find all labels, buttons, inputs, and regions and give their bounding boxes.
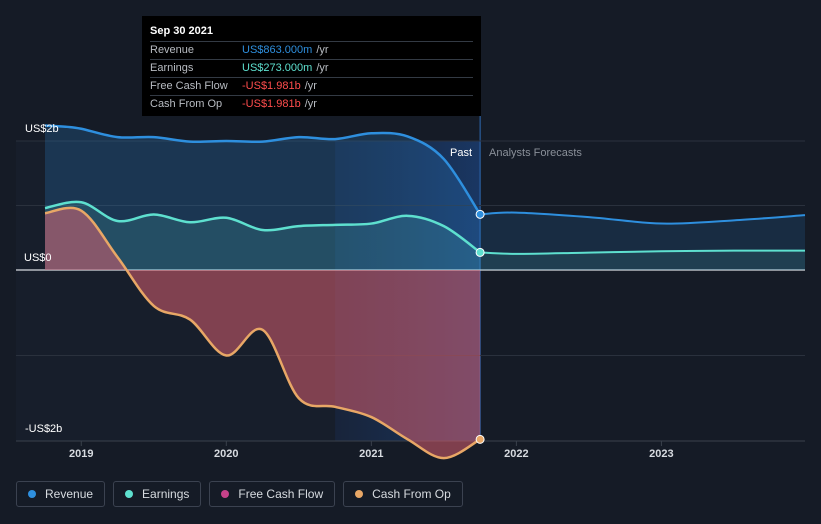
legend-dot-icon <box>355 490 364 498</box>
x-tick-label: 2019 <box>69 448 94 460</box>
tooltip-row-cash-from-op: Cash From Op -US$1.981b /yr <box>150 95 473 112</box>
tooltip-value: -US$1.981b <box>242 98 301 110</box>
x-tick-label: 2020 <box>214 448 239 460</box>
x-tick-label: 2022 <box>504 448 529 460</box>
tooltip-label: Earnings <box>150 62 194 74</box>
legend-item-earnings[interactable]: Earnings <box>113 481 202 507</box>
legend: Revenue Earnings Free Cash Flow Cash Fro… <box>16 481 463 507</box>
forecast-area-earnings <box>480 250 805 270</box>
x-tick-label: 2021 <box>359 448 384 460</box>
legend-item-free-cash-flow[interactable]: Free Cash Flow <box>209 481 336 507</box>
legend-dot-icon <box>28 490 36 498</box>
legend-label: Cash From Op <box>372 487 451 501</box>
tooltip-unit: /yr <box>316 62 329 74</box>
tooltip-label: Free Cash Flow <box>150 80 228 92</box>
area-earnings <box>45 201 481 270</box>
legend-dot-icon <box>221 490 230 498</box>
y-tick-label-top: US$2b <box>25 123 59 135</box>
tooltip-unit: /yr <box>316 44 329 56</box>
forecast-label: Analysts Forecasts <box>489 147 582 159</box>
x-tick-label: 2023 <box>649 448 674 460</box>
line-revenue <box>44 124 482 216</box>
legend-label: Earnings <box>142 487 190 501</box>
line-earnings <box>44 200 481 254</box>
legend-dot-icon <box>125 490 134 498</box>
tooltip-date: Sep 30 2021 <box>150 25 213 37</box>
area-cash-from-op <box>45 207 481 459</box>
chart-bg-region <box>16 141 336 441</box>
point-revenue <box>475 209 485 219</box>
past-label: Past <box>450 147 473 159</box>
legend-item-revenue[interactable]: Revenue <box>16 481 106 507</box>
legend-label: Revenue <box>45 487 94 501</box>
tooltip-label: Revenue <box>150 44 195 56</box>
line-cash-from-op <box>44 206 481 460</box>
tooltip-unit: /yr <box>304 80 317 92</box>
area-revenue <box>45 125 481 271</box>
tooltip-row-earnings: Earnings US$273.000m /yr <box>150 59 473 76</box>
point-earnings <box>475 247 485 257</box>
area-free-cash-flow <box>45 207 481 459</box>
past-highlight-region <box>335 141 481 441</box>
tooltip-value: US$863.000m <box>242 44 313 56</box>
forecast-line-earnings <box>480 249 806 255</box>
tooltip: Sep 30 2021 Revenue US$863.000m /yr Earn… <box>142 16 481 116</box>
point-cash-from-op <box>475 434 485 444</box>
tooltip-value: US$273.000m <box>242 62 313 74</box>
forecast-line-revenue <box>480 211 806 225</box>
forecast-area-revenue <box>480 212 805 270</box>
y-tick-label-zero: US$0 <box>24 252 52 264</box>
tooltip-label: Cash From Op <box>150 98 223 110</box>
tooltip-unit: /yr <box>304 98 317 110</box>
legend-item-cash-from-op[interactable]: Cash From Op <box>343 481 463 507</box>
tooltip-row-revenue: Revenue US$863.000m /yr <box>150 41 473 58</box>
legend-label: Free Cash Flow <box>238 487 324 501</box>
y-tick-label-bottom: -US$2b <box>25 423 63 435</box>
tooltip-row-free-cash-flow: Free Cash Flow -US$1.981b /yr <box>150 77 473 94</box>
tooltip-value: -US$1.981b <box>242 80 301 92</box>
